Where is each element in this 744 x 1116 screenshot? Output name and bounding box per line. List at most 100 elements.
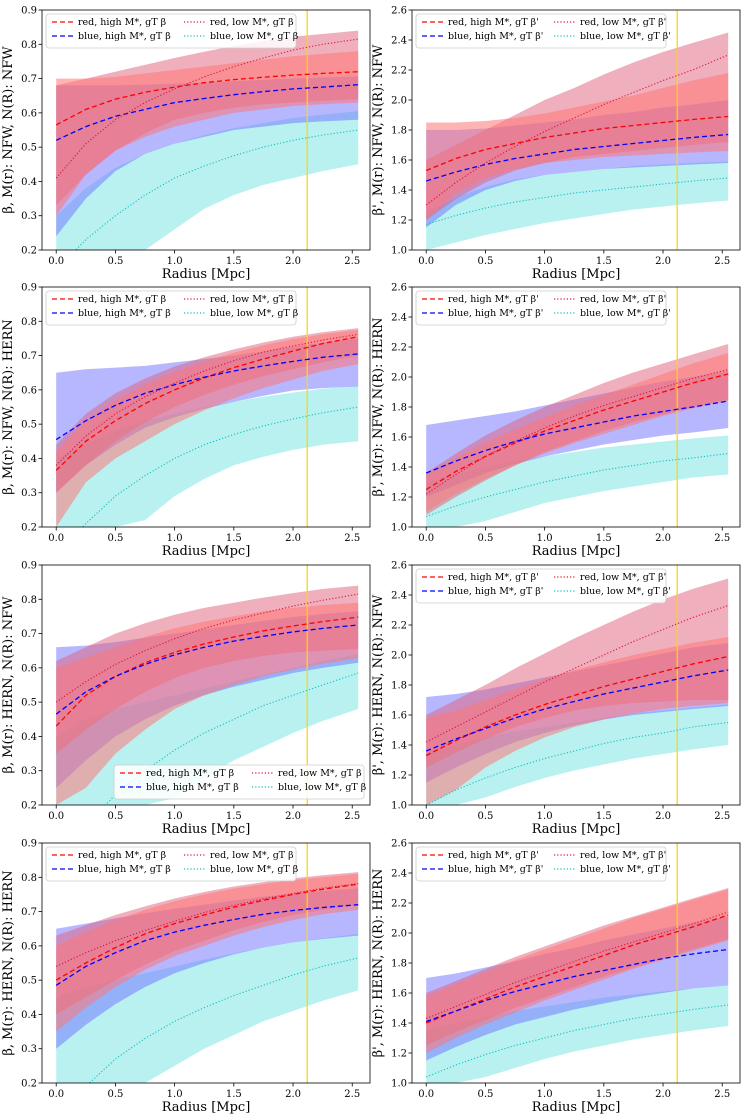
series-line-crimson (425, 54, 729, 206)
y-axis-label: β, M(r): HERN, N(R): HERN (1, 870, 16, 1055)
x-tick-label: 2.5 (714, 533, 730, 544)
y-axis-label: β, M(r): HERN, N(R): NFW (1, 596, 16, 774)
y-tick-label: 0.9 (21, 839, 37, 850)
legend-label: blue, high M*, gT β (146, 782, 239, 793)
y-tick-label: 0.8 (21, 595, 37, 606)
plot-area (55, 843, 359, 1083)
series-line-blue (55, 624, 359, 715)
x-tick-label: 1.5 (226, 1089, 242, 1100)
x-axis-label: Radius [Mpc] (162, 267, 251, 282)
plot-area (425, 843, 729, 1083)
legend-box (415, 568, 667, 604)
legend-label: red, high M*, gT β' (448, 850, 539, 861)
legend-box (45, 290, 297, 326)
legend-box (415, 13, 667, 49)
y-tick-label: 0.8 (21, 40, 37, 51)
series-line-blue (426, 133, 729, 182)
legend-box (113, 764, 365, 800)
y-tick-label: 1.4 (391, 1019, 407, 1030)
series-line-red (55, 336, 359, 471)
x-tick-label: 2.0 (285, 1089, 301, 1100)
x-tick-label: 0.0 (48, 1089, 64, 1100)
series-line-blue (55, 84, 359, 141)
legend-label: blue, low M*, gT β (210, 308, 299, 319)
x-tick-label: 0.5 (477, 1089, 493, 1100)
x-tick-label: 1.5 (596, 533, 612, 544)
x-tick-label: 0.5 (107, 1089, 123, 1100)
legend-label: blue, high M*, gT β' (448, 586, 543, 597)
y-tick-label: 1.6 (391, 989, 407, 1000)
y-tick-label: 1.2 (391, 1049, 407, 1060)
y-tick-label: 2.6 (391, 6, 407, 17)
x-tick-label: 2.0 (655, 1089, 671, 1100)
series-line-red (425, 655, 729, 757)
y-tick-label: 0.7 (21, 629, 37, 640)
y-tick-label: 1.8 (391, 403, 407, 414)
x-axis-label: Radius [Mpc] (532, 822, 621, 837)
y-tick-label: 0.3 (21, 488, 37, 499)
series-line-red (425, 373, 729, 491)
legend-label: red, low M*, gT β' (580, 850, 666, 861)
y-tick-label: 2.0 (391, 929, 407, 940)
series-line-red (425, 115, 729, 172)
y-tick-label: 1.6 (391, 156, 407, 167)
legend-label: blue, high M*, gT β' (448, 31, 543, 42)
y-tick-label: 0.5 (21, 976, 37, 987)
band-red (56, 329, 359, 527)
series-line-cyan (425, 721, 729, 805)
legend: red, high M*, gT β' blue, high M*, gT β' r… (415, 290, 671, 326)
y-tick-label: 0.6 (21, 941, 37, 952)
legend-label: blue, low M*, gT β (278, 782, 367, 793)
y-tick-label: 2.0 (391, 96, 407, 107)
plot-area (55, 565, 359, 805)
y-tick-label: 1.2 (391, 216, 407, 227)
legend: red, high M*, gT β blue, high M*, gT β red… (113, 764, 367, 800)
series-line-crimson (425, 604, 729, 743)
series-line-blue (425, 669, 729, 752)
y-axis-label: β', M(r): NFW, N(R): NFW (371, 44, 386, 215)
band-cyan (56, 385, 359, 527)
legend-label: blue, high M*, gT β' (448, 308, 543, 319)
legend: red, high M*, gT β blue, high M*, gT β red… (45, 13, 299, 49)
x-tick-label: 1.0 (537, 1089, 553, 1100)
series-line-blue (55, 353, 359, 441)
y-tick-label: 1.6 (391, 711, 407, 722)
legend-label: blue, high M*, gT β (78, 864, 171, 875)
y-tick-label: 1.0 (391, 523, 407, 534)
x-axis-label: Radius [Mpc] (162, 1100, 251, 1115)
series-line-crimson (425, 368, 729, 495)
y-tick-label: 2.4 (391, 591, 407, 602)
legend-label: red, low M*, gT β (278, 768, 362, 779)
y-tick-label: 1.8 (391, 959, 407, 970)
y-tick-label: 0.5 (21, 420, 37, 431)
x-tick-label: 0.0 (48, 533, 64, 544)
legend-label: red, low M*, gT β' (580, 294, 666, 305)
y-tick-label: 0.8 (21, 873, 37, 884)
legend-label: red, high M*, gT β (146, 768, 235, 779)
x-tick-label: 1.0 (537, 533, 553, 544)
legend-label: blue, high M*, gT β (78, 308, 171, 319)
y-tick-label: 0.4 (21, 454, 37, 465)
band-cyan (426, 435, 729, 527)
y-tick-label: 2.4 (391, 313, 407, 324)
y-tick-label: 2.0 (391, 373, 407, 384)
x-tick-label: 2.5 (344, 811, 360, 822)
x-tick-label: 0.0 (418, 256, 434, 267)
legend-label: blue, high M*, gT β' (448, 864, 543, 875)
x-tick-label: 1.0 (537, 811, 553, 822)
y-tick-label: 0.5 (21, 698, 37, 709)
legend: red, high M*, gT β' blue, high M*, gT β' r… (415, 568, 671, 604)
y-tick-label: 1.6 (391, 433, 407, 444)
y-tick-label: 2.6 (391, 839, 407, 850)
y-tick-label: 1.2 (391, 771, 407, 782)
y-tick-label: 2.4 (391, 36, 407, 47)
x-tick-label: 1.0 (167, 1089, 183, 1100)
x-tick-label: 0.5 (477, 256, 493, 267)
y-tick-label: 0.2 (21, 246, 37, 257)
band-red (56, 51, 359, 216)
y-tick-label: 1.2 (391, 493, 407, 504)
y-tick-label: 0.7 (21, 74, 37, 85)
x-tick-label: 1.5 (226, 811, 242, 822)
legend-box (415, 846, 667, 882)
